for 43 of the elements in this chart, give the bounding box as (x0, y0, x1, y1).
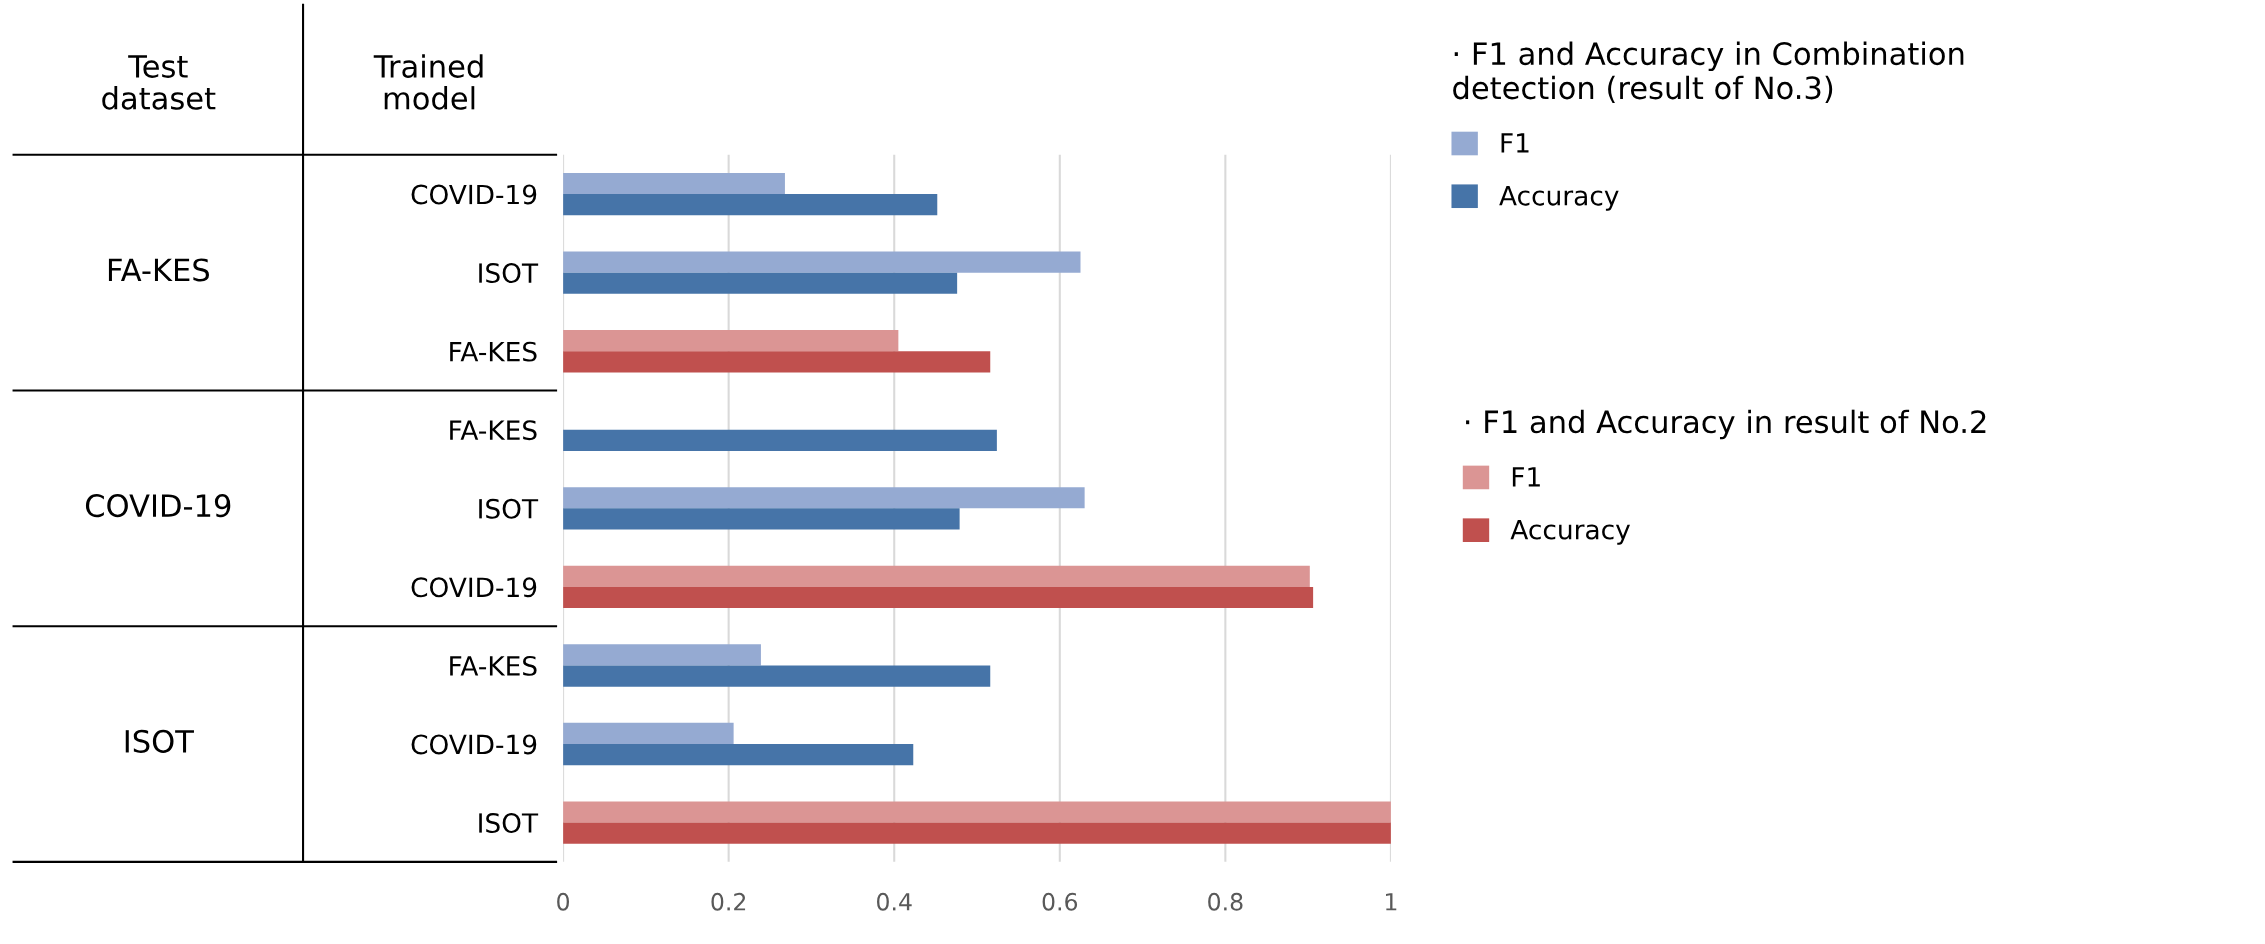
text: ISOT (125, 729, 194, 753)
x-tick-label: 0.8 (1208, 892, 1243, 911)
bar (563, 644, 761, 666)
bar (563, 508, 960, 530)
y-tick-label: COVID-19 (411, 734, 537, 755)
bar (563, 565, 1310, 587)
bar (563, 272, 958, 294)
x-tick-label: 0.4 (877, 892, 912, 911)
y-tick-label: COVID-19 (411, 577, 537, 598)
y-tick-label: FA-KES (450, 420, 537, 441)
bar (563, 822, 1391, 844)
bar (563, 330, 899, 352)
bar (563, 251, 1081, 273)
text: · F1 and Accuracy in result of No.2 (1466, 409, 1986, 440)
x-tick-label: 1 (1386, 893, 1397, 911)
bar (563, 429, 997, 451)
legend-title: · F1 and Accuracy in Combination detection (result of No.3) (1453, 41, 1964, 103)
bar (563, 801, 1391, 823)
text: COVID-19 (85, 494, 231, 518)
bar (563, 194, 938, 216)
x-tick-label: 0 (557, 892, 570, 911)
y-tick-label: ISOT (479, 263, 539, 284)
legend-label: Accuracy (1499, 186, 1619, 211)
bar (563, 744, 914, 766)
y-tick-label: FA-KES (450, 655, 537, 676)
x-tick-label: 0.6 (1042, 892, 1078, 911)
legend-label: Accuracy (1510, 519, 1630, 545)
bar (563, 172, 785, 195)
bar (563, 586, 1314, 609)
bar (563, 351, 991, 373)
bar (563, 722, 734, 745)
y-tick-label: COVID-19 (411, 184, 537, 205)
legend-label: F1 (1501, 133, 1529, 153)
y-tick-label: ISOT (479, 498, 539, 519)
y-tick-label: ISOT (479, 813, 539, 833)
y-tick-label: FA-KES (450, 341, 537, 362)
bar (563, 665, 991, 687)
x-tick-label: 0.2 (711, 892, 746, 911)
text: Trained model (373, 54, 483, 110)
bar (563, 487, 1085, 509)
text: FA-KES (108, 258, 209, 282)
text: Test dataset (102, 55, 216, 110)
legend-label: F1 (1512, 467, 1540, 487)
